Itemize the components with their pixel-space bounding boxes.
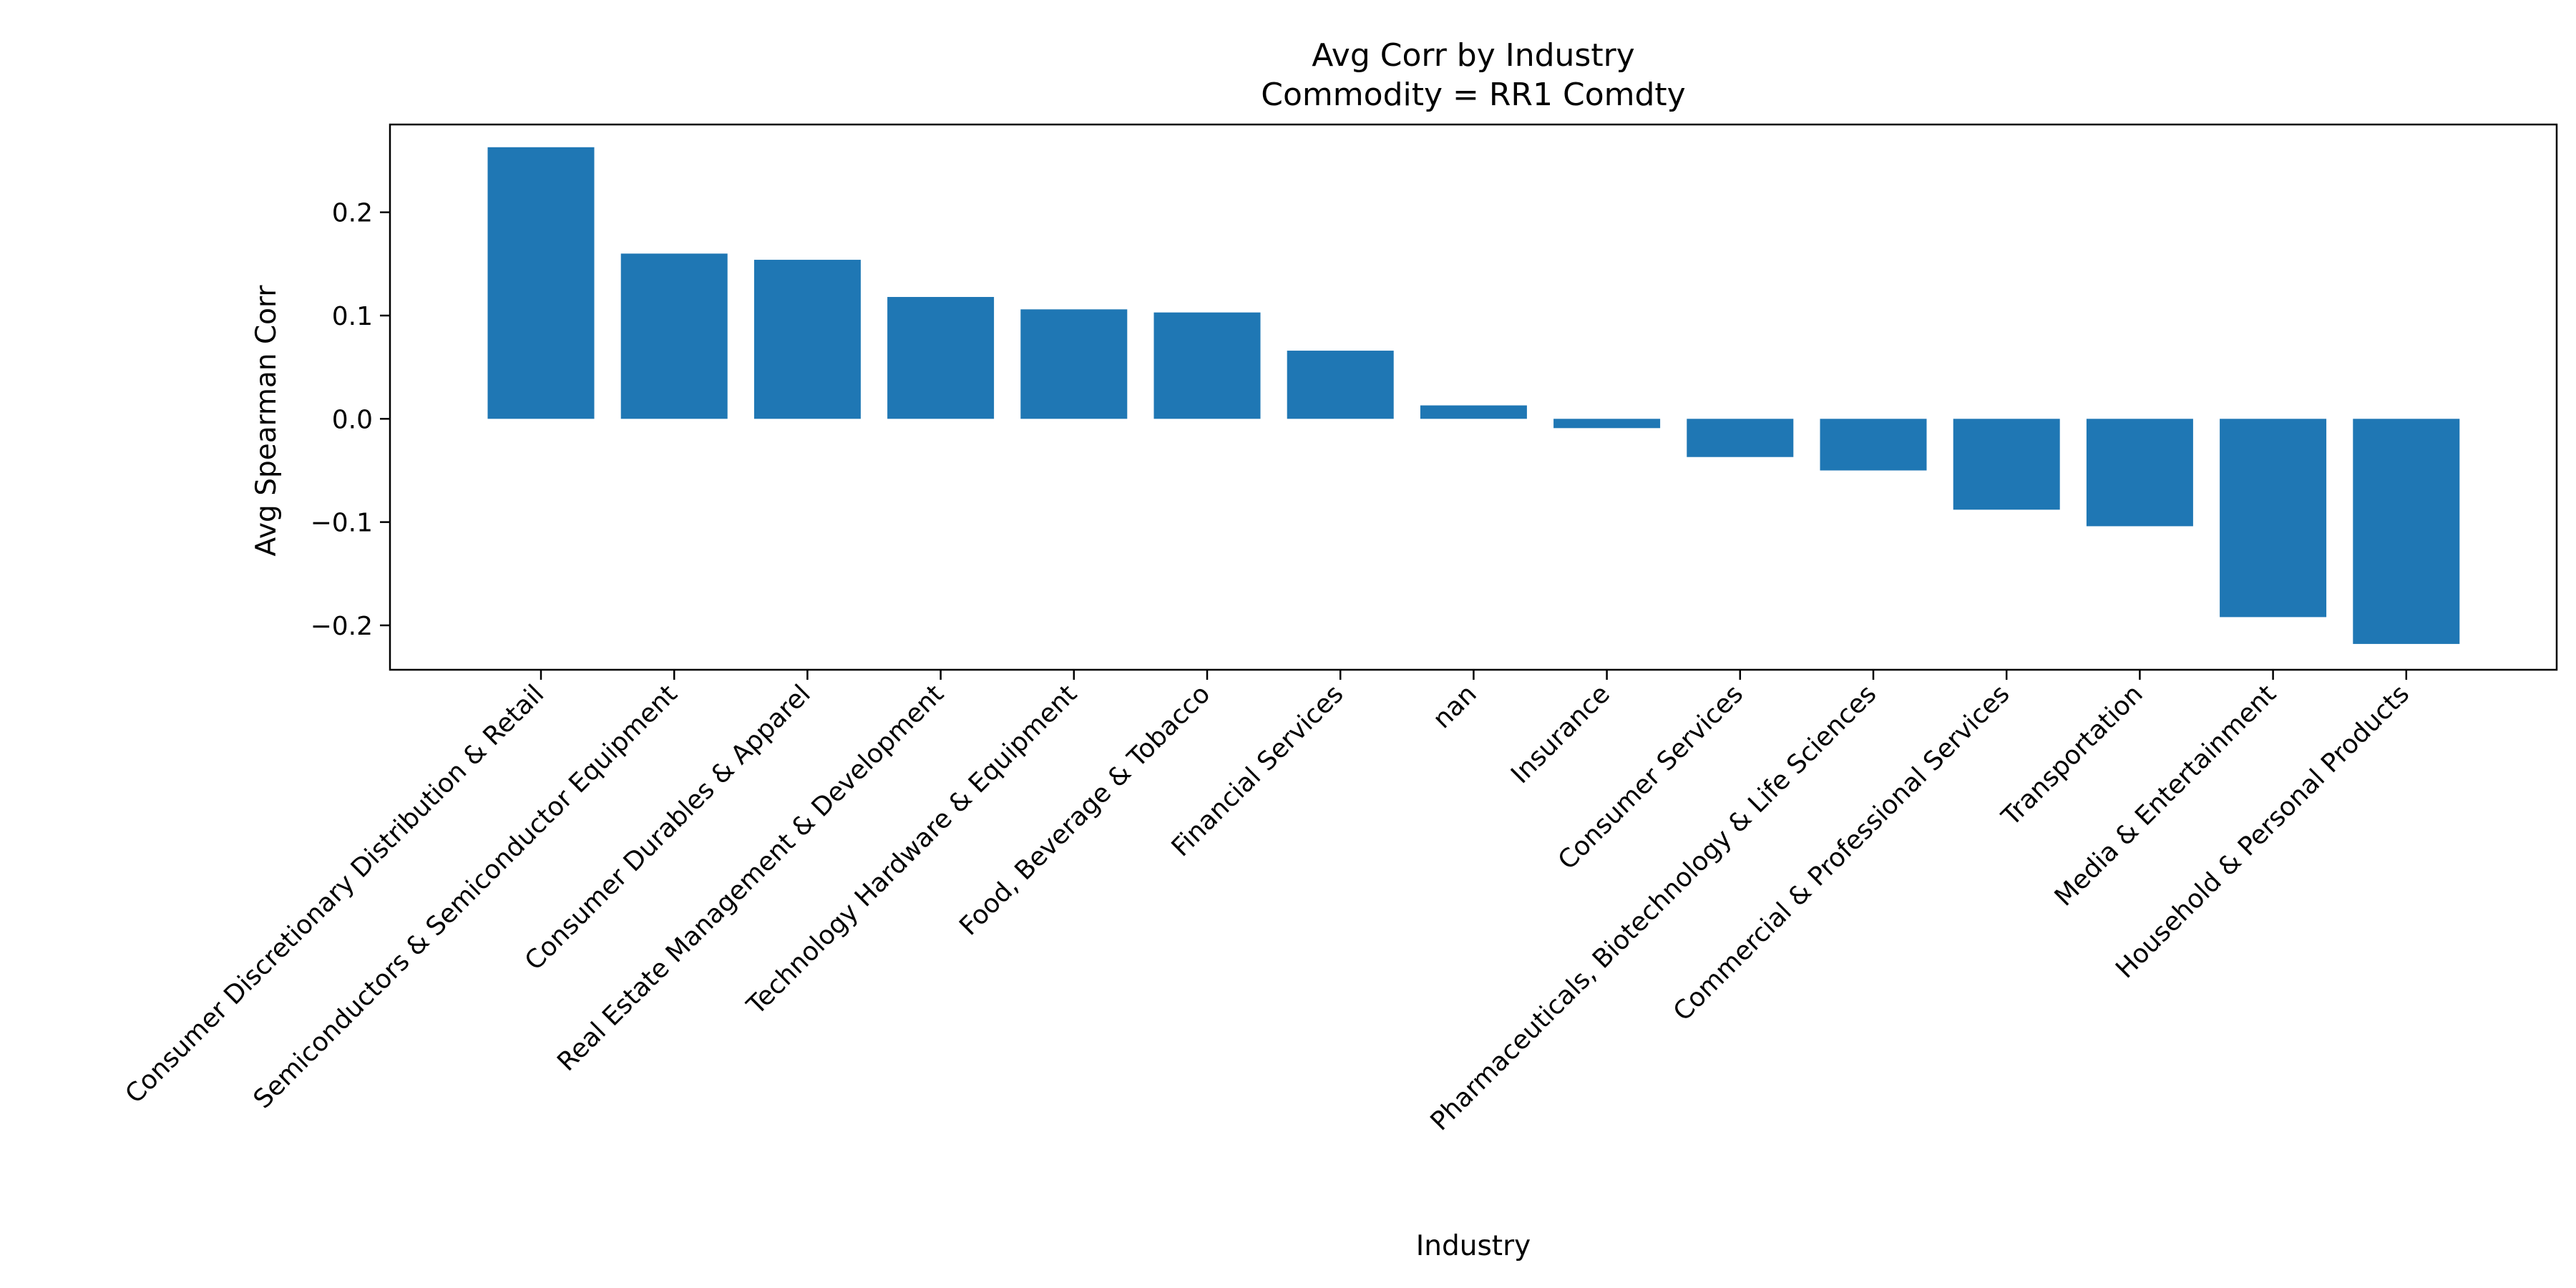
y-tick-label: −0.2	[311, 612, 373, 641]
bar	[1287, 351, 1394, 419]
bar	[2220, 419, 2327, 618]
x-tick-label: Household & Personal Products	[2110, 679, 2415, 984]
bar	[2353, 419, 2460, 644]
x-tick-label: Pharmaceuticals, Biotechnology & Life Sc…	[1425, 679, 1883, 1136]
x-axis-label: Industry	[1416, 1230, 1531, 1262]
chart-subtitle: Commodity = RR1 Comdty	[1261, 77, 1685, 113]
plot-frame	[389, 123, 2558, 671]
x-tick-label: Media & Entertainment	[2049, 679, 2282, 912]
bar	[1153, 312, 1261, 419]
y-axis-label: Avg Spearman Corr	[250, 285, 283, 557]
y-tick-label: 0.2	[332, 199, 373, 228]
x-tick-label: Food, Beverage & Tobacco	[954, 679, 1216, 941]
y-tick-label: 0.1	[332, 302, 373, 331]
y-tick-label: −0.1	[311, 509, 373, 538]
bar	[487, 147, 595, 419]
x-tick-label: Insurance	[1506, 679, 1616, 789]
bar	[2086, 419, 2193, 527]
chart-title: Avg Corr by Industry	[1312, 37, 1634, 74]
bar	[1687, 419, 1794, 457]
x-tick-label: nan	[1428, 679, 1483, 734]
x-tick-label: Consumer Durables & Apparel	[519, 679, 816, 976]
bar	[1420, 405, 1527, 419]
bars-group	[487, 147, 2460, 644]
bar	[1553, 419, 1661, 429]
bar	[1020, 309, 1128, 419]
bar	[1953, 419, 2060, 510]
bar	[753, 260, 861, 419]
y-axis-ticks: 0.2 0.1 0.0 −0.1 −0.2	[311, 199, 390, 641]
bar	[620, 253, 728, 419]
x-axis-ticks: Consumer Discretionary Distribution & Re…	[120, 670, 2415, 1136]
bar	[1820, 419, 1927, 471]
bar	[887, 297, 995, 419]
x-tick-label: Transportation	[1996, 679, 2149, 832]
y-tick-label: 0.0	[332, 405, 373, 434]
